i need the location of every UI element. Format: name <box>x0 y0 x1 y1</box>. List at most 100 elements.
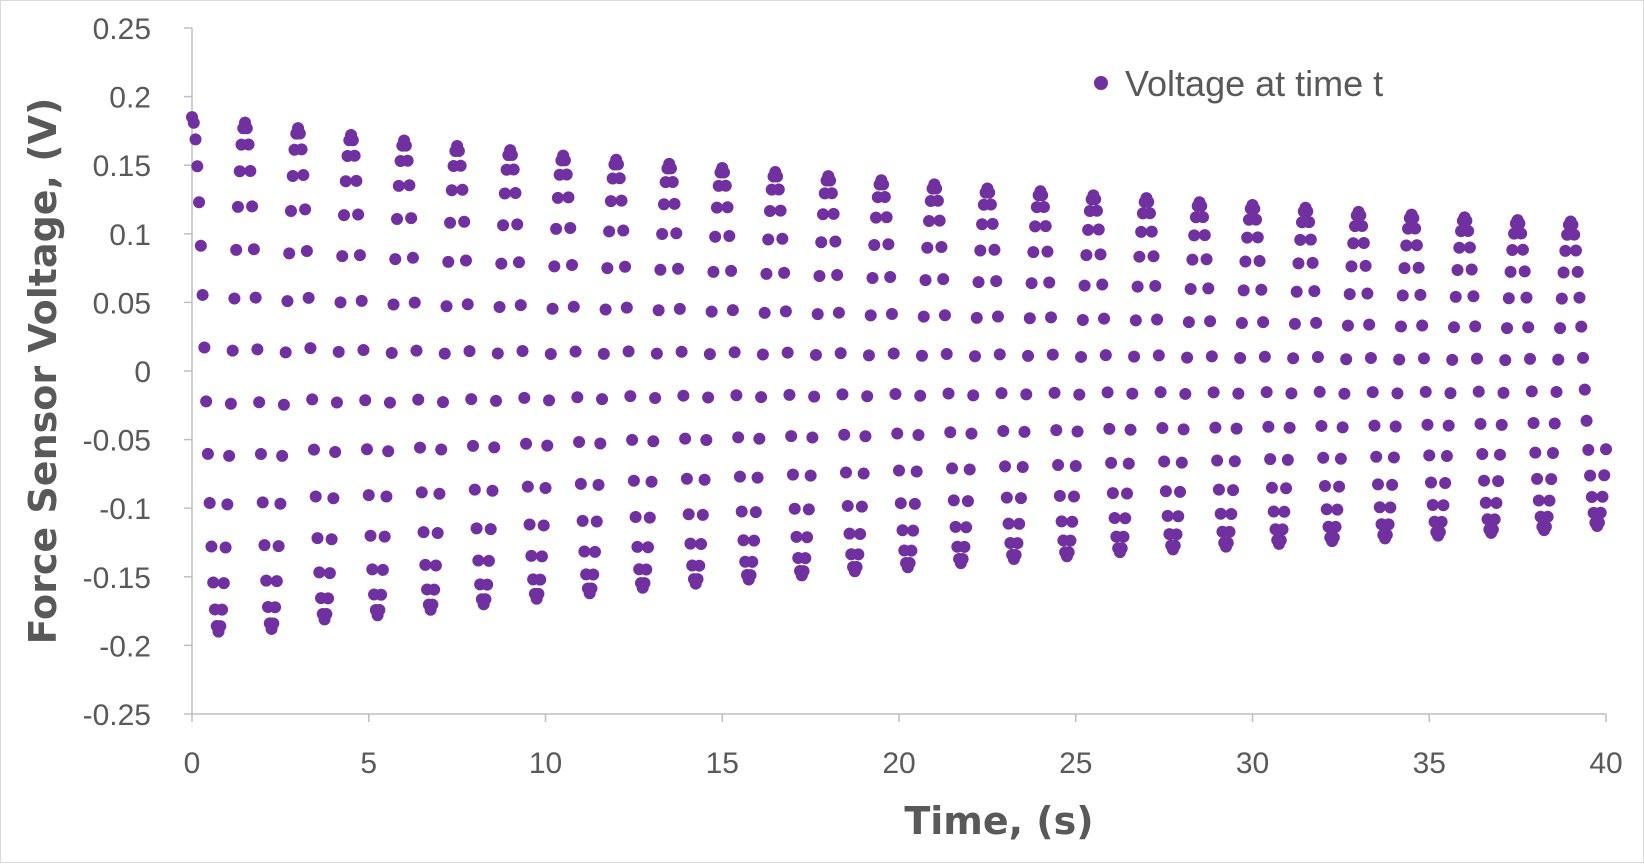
data-point <box>664 162 677 175</box>
data-point <box>1522 321 1535 334</box>
data-point <box>350 174 363 187</box>
x-tick-label: 15 <box>706 747 739 780</box>
data-point <box>903 557 916 570</box>
data-point <box>937 273 950 286</box>
data-point <box>1394 320 1407 333</box>
data-point <box>601 262 614 275</box>
data-point <box>596 393 609 406</box>
data-point <box>870 211 883 224</box>
data-point <box>1499 354 1512 367</box>
data-point <box>1493 448 1506 461</box>
data-point <box>815 236 828 249</box>
data-point <box>470 522 483 535</box>
data-point <box>244 165 257 178</box>
data-point <box>283 247 296 260</box>
data-point <box>707 265 720 278</box>
data-point <box>472 554 485 567</box>
data-point <box>1313 385 1326 398</box>
data-point <box>352 208 365 221</box>
data-point <box>1177 423 1190 436</box>
data-point <box>1310 316 1323 329</box>
data-point <box>1303 216 1316 229</box>
data-point <box>194 239 207 252</box>
data-point <box>1384 501 1397 514</box>
data-point <box>1435 515 1448 528</box>
data-point <box>642 541 655 554</box>
data-point <box>1329 520 1342 533</box>
data-point <box>983 186 996 199</box>
data-point <box>415 486 428 499</box>
data-point <box>631 540 644 553</box>
data-point <box>700 434 713 447</box>
y-tick-label: 0.15 <box>93 150 151 183</box>
data-point <box>1050 424 1063 437</box>
data-point <box>1341 319 1354 332</box>
data-point <box>824 174 837 187</box>
data-point <box>1230 422 1243 435</box>
data-point <box>578 545 591 558</box>
data-point <box>293 127 306 140</box>
data-point <box>1393 353 1406 366</box>
data-point <box>336 250 349 263</box>
data-point <box>804 469 817 482</box>
data-point <box>493 301 506 314</box>
data-point <box>1311 351 1324 364</box>
data-point <box>1234 351 1247 364</box>
data-point <box>387 298 400 311</box>
data-point <box>534 573 547 586</box>
data-point <box>1373 501 1386 514</box>
data-point <box>193 196 206 209</box>
data-point <box>1364 352 1377 365</box>
data-point <box>1158 455 1171 468</box>
data-point <box>417 526 430 539</box>
data-point <box>505 149 518 162</box>
data-point <box>205 540 218 553</box>
data-point <box>564 222 577 234</box>
data-point <box>1073 388 1086 401</box>
data-point <box>748 534 761 547</box>
data-point <box>1469 320 1482 333</box>
data-point <box>1439 476 1452 489</box>
data-point <box>1497 386 1510 399</box>
data-point <box>866 272 879 285</box>
data-point <box>1467 290 1480 303</box>
data-point <box>1465 263 1478 276</box>
data-point <box>947 494 960 507</box>
data-point <box>1391 387 1404 400</box>
data-point <box>622 345 635 358</box>
data-point <box>1228 455 1241 468</box>
data-point <box>666 175 679 188</box>
data-point <box>1239 255 1252 268</box>
data-point <box>1082 223 1095 236</box>
data-point <box>1046 348 1059 361</box>
data-point <box>1105 456 1118 469</box>
data-point <box>479 593 492 606</box>
data-point <box>295 143 308 156</box>
data-point <box>620 301 633 314</box>
data-point <box>426 598 439 611</box>
data-point <box>428 583 441 596</box>
data-point <box>1333 480 1346 493</box>
data-point <box>521 480 534 493</box>
y-tick-label: -0.25 <box>83 699 151 732</box>
data-point <box>730 389 743 402</box>
data-point <box>532 587 545 600</box>
data-point <box>677 389 690 402</box>
data-point <box>744 569 757 582</box>
data-point <box>311 532 324 545</box>
data-point <box>459 254 472 267</box>
data-point <box>882 238 895 251</box>
data-point <box>931 194 944 207</box>
data-point <box>1121 487 1134 500</box>
data-point <box>832 306 845 319</box>
data-point <box>276 449 289 462</box>
data-point <box>763 204 776 217</box>
data-point <box>348 149 361 162</box>
data-point <box>1255 283 1268 296</box>
data-point <box>615 194 628 207</box>
data-point <box>364 529 377 542</box>
x-tick-label: 10 <box>529 747 562 780</box>
data-point <box>1214 507 1227 520</box>
data-point <box>254 448 267 461</box>
